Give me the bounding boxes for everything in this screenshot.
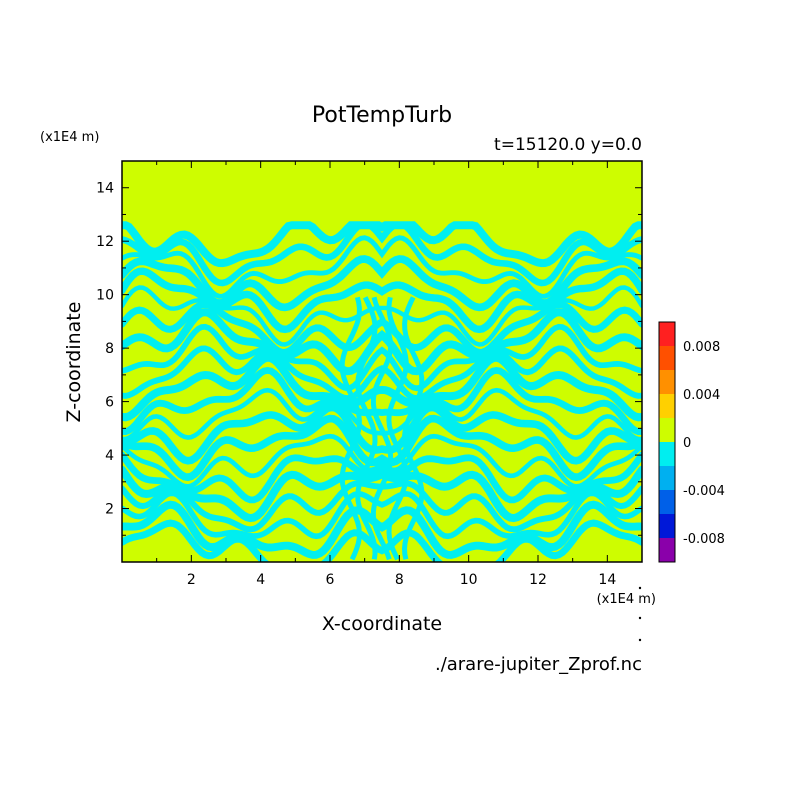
- chart-title: PotTempTurb: [312, 103, 452, 128]
- x-axis-label: X-coordinate: [322, 613, 442, 635]
- negative-band-contour: [122, 500, 642, 559]
- colorbar-tick-label: 0.008: [683, 340, 720, 355]
- negative-band-contour: [122, 490, 642, 540]
- negative-band-contour: [122, 451, 642, 504]
- x-tick-label: 14: [598, 572, 616, 588]
- y-tick-label: 6: [105, 395, 114, 411]
- y-tick-label: 12: [96, 234, 114, 250]
- negative-band-contour: [122, 323, 642, 392]
- x-tick-label: 4: [256, 572, 265, 588]
- contour-field: [122, 161, 642, 562]
- marker-dots: [638, 586, 642, 642]
- negative-band-contour: [122, 519, 642, 562]
- colorbar-swatch: [659, 538, 675, 562]
- colorbar-swatch: [659, 394, 675, 418]
- negative-band-contour: [122, 414, 642, 482]
- x-tick-label: 8: [395, 572, 404, 588]
- colorbar-swatch: [659, 346, 675, 370]
- central-plume-contour: [355, 296, 378, 560]
- negative-anomaly-bands: [122, 221, 642, 562]
- negative-band-contour: [122, 221, 642, 268]
- x-axis-ticks: 2 4 6 8 10 12 14: [156, 161, 616, 588]
- x-tick-label: 12: [529, 572, 547, 588]
- y-axis-ticks: 2 4 6 8 10 12 14: [96, 181, 642, 536]
- y-tick-label: 14: [96, 181, 114, 197]
- y-axis-unit: (x1E4 m): [40, 130, 99, 145]
- negative-band-contour: [122, 353, 642, 422]
- y-tick-label: 2: [105, 502, 114, 518]
- negative-band-contour: [122, 221, 642, 287]
- colorbar-tick-label: 0: [683, 436, 691, 451]
- negative-band-contour: [122, 465, 642, 523]
- central-plume-contour: [370, 296, 394, 561]
- x-tick-label: 6: [326, 572, 335, 588]
- y-tick-label: 8: [105, 341, 114, 357]
- negative-band-contour: [122, 403, 642, 465]
- colorbar-swatch: [659, 322, 675, 346]
- x-axis-unit: (x1E4 m): [597, 592, 656, 607]
- colorbar-swatch: [659, 466, 675, 490]
- colorbar-swatch: [659, 418, 675, 442]
- x-tick-label: 2: [187, 572, 196, 588]
- colorbar-swatch: [659, 370, 675, 394]
- central-plume-contour: [386, 296, 409, 561]
- negative-band-contour: [122, 308, 642, 376]
- colorbar-tick-label: -0.004: [683, 484, 725, 499]
- chart-subtitle: t=15120.0 y=0.0: [494, 135, 642, 155]
- colorbar-tick-label: 0.004: [683, 388, 720, 403]
- colorbar-frame: [658, 321, 676, 563]
- central-plume-contour: [339, 296, 362, 561]
- negative-band-contour: [122, 433, 642, 489]
- y-tick-label: 4: [105, 448, 114, 464]
- x-tick-label: 10: [460, 572, 478, 588]
- colorbar-swatch: [659, 490, 675, 514]
- plot-frame: [121, 160, 643, 563]
- colorbar-tick-label: -0.008: [683, 532, 725, 547]
- negative-band-contour: [122, 235, 642, 299]
- colorbar-swatch: [659, 442, 675, 466]
- central-plume-contour: [401, 296, 425, 560]
- source-file-label: ./arare-jupiter_Zprof.nc: [435, 654, 642, 675]
- y-axis-label: Z-coordinate: [63, 302, 85, 423]
- colorbar-swatch: [659, 514, 675, 538]
- colorbar: 0.008 0.004 0 -0.004 -0.008: [658, 321, 725, 563]
- negative-band-contour: [122, 255, 642, 312]
- y-tick-label: 10: [96, 288, 114, 304]
- negative-band-contour: [122, 366, 642, 436]
